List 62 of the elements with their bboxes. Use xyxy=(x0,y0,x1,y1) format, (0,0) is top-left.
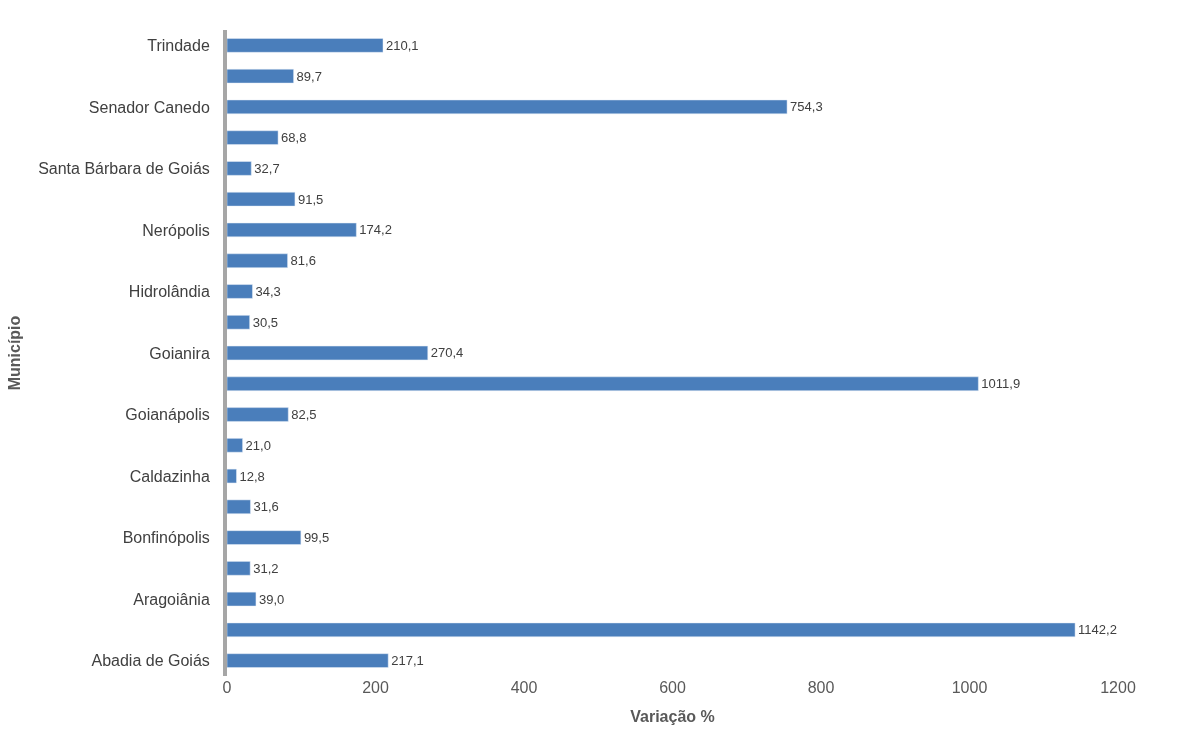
bar xyxy=(227,622,1076,638)
bar xyxy=(227,468,237,484)
data-label: 31,2 xyxy=(253,560,279,576)
x-tick-label: 800 xyxy=(807,679,835,696)
x-tick-label: 1200 xyxy=(1100,679,1136,696)
bar xyxy=(227,222,357,238)
x-tick-label: 1000 xyxy=(951,679,988,696)
y-tick-label: Caldazinha xyxy=(129,467,210,485)
bar xyxy=(227,561,251,576)
y-tick-label: Bonfinópolis xyxy=(122,529,210,547)
data-label: 210,1 xyxy=(386,37,419,53)
bar xyxy=(227,315,250,330)
data-label: 82,5 xyxy=(291,407,317,423)
y-axis-title: Município xyxy=(5,315,23,391)
bar xyxy=(227,438,243,453)
bar xyxy=(227,38,384,53)
x-tick-label: 400 xyxy=(510,679,538,696)
data-label: 39,0 xyxy=(258,591,285,607)
data-label: 31,6 xyxy=(253,499,279,515)
bar xyxy=(227,253,288,268)
y-tick-label: Nerópolis xyxy=(142,221,210,239)
data-label: 91,5 xyxy=(297,191,324,207)
bar xyxy=(227,68,294,84)
data-label: 21,0 xyxy=(245,437,271,453)
bar xyxy=(227,591,257,607)
data-label: 1011,9 xyxy=(981,376,1021,392)
bar xyxy=(227,653,389,668)
bar xyxy=(227,192,296,207)
data-label: 12,8 xyxy=(239,468,265,484)
y-tick-label: Abadia de Goiás xyxy=(91,652,210,670)
y-tick-label: Aragoiânia xyxy=(133,590,210,608)
data-label: 1142,2 xyxy=(1078,622,1117,638)
bar xyxy=(227,161,252,176)
data-label: 34,3 xyxy=(255,283,281,299)
data-label: 270,4 xyxy=(430,345,464,361)
data-label: 68,8 xyxy=(281,130,307,146)
bar xyxy=(227,407,289,422)
bar xyxy=(227,130,279,145)
y-tick-label: Goianira xyxy=(149,344,210,362)
y-tick-label: Hidrolândia xyxy=(128,283,210,301)
bar xyxy=(227,530,302,545)
data-label: 81,6 xyxy=(290,253,316,269)
y-tick-label: Goianápolis xyxy=(125,406,210,424)
y-tick-label: Senador Canedo xyxy=(88,98,210,116)
x-axis-title: Variação % xyxy=(630,707,715,725)
data-label: 174,2 xyxy=(359,222,392,238)
x-tick-label: 0 xyxy=(222,679,232,696)
data-label: 30,5 xyxy=(252,314,278,330)
bar xyxy=(227,99,788,115)
bar xyxy=(227,376,979,391)
y-tick-label: Santa Bárbara de Goiás xyxy=(38,160,210,178)
data-label: 32,7 xyxy=(254,160,280,176)
x-tick-label: 600 xyxy=(659,679,686,696)
data-label: 99,5 xyxy=(303,530,330,546)
data-label: 217,1 xyxy=(391,653,424,669)
data-label: 754,3 xyxy=(790,99,823,115)
bar xyxy=(227,284,253,299)
bar xyxy=(227,499,251,514)
data-label: 89,7 xyxy=(296,68,322,84)
x-tick-label: 200 xyxy=(362,679,389,696)
bar xyxy=(227,345,429,361)
y-tick-label: Trindade xyxy=(147,36,210,54)
